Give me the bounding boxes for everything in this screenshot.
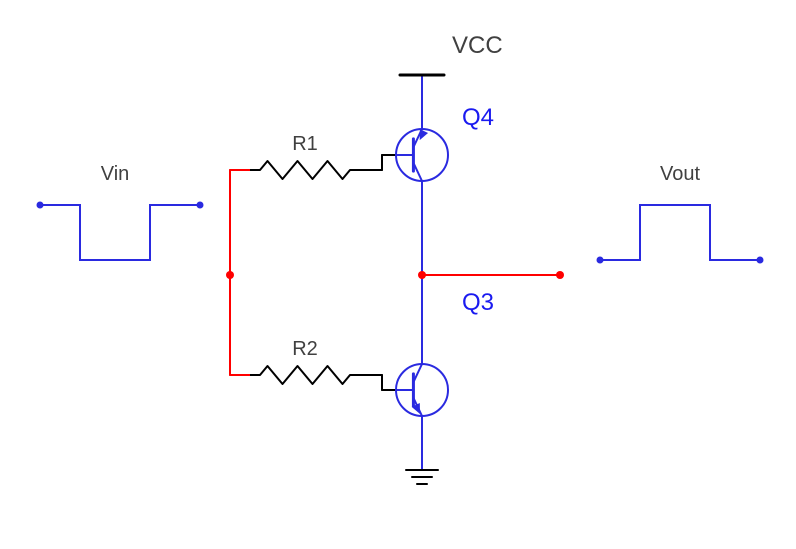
label-r1: R1 (292, 133, 318, 155)
vin-waveform (37, 202, 204, 261)
label-q4: Q4 (462, 104, 494, 131)
transistor-q4 (396, 129, 448, 181)
ground-symbol (406, 470, 438, 484)
vout-waveform (597, 205, 764, 264)
label-vin: Vin (101, 163, 130, 185)
transistor-q3 (396, 364, 448, 416)
label-vcc: VCC (452, 32, 503, 59)
label-q3: Q3 (462, 289, 494, 316)
label-vout: Vout (660, 163, 700, 185)
resistor-r2 (250, 366, 360, 384)
label-r2: R2 (292, 338, 318, 360)
circuit-schematic: Vin Vout VCC R1 R2 Q4 Q3 (0, 0, 796, 549)
resistor-r1 (250, 161, 360, 179)
